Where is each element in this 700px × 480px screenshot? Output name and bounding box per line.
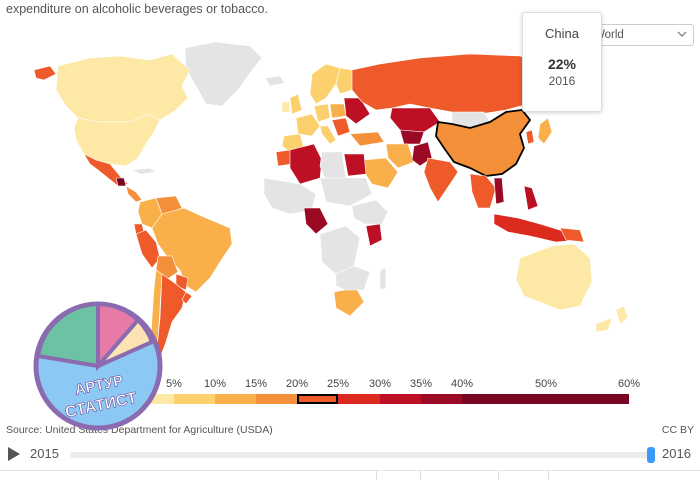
legend-tick-label: 30%: [368, 378, 392, 390]
legend-swatch[interactable]: [256, 394, 297, 404]
legend-tick-label: 15%: [244, 378, 268, 390]
country-iran[interactable]: [385, 143, 415, 169]
country-germany[interactable]: [313, 103, 331, 123]
region-select[interactable]: World: [588, 24, 694, 46]
country-japan[interactable]: [537, 117, 553, 145]
country-italy[interactable]: [319, 125, 337, 145]
legend-swatch[interactable]: [338, 394, 380, 404]
country-brazil[interactable]: [151, 207, 233, 293]
country-scandinavia[interactable]: [309, 63, 341, 105]
watermark-logo: АРТУР СТАТИСТ: [33, 301, 163, 431]
country-new-zealand[interactable]: [615, 305, 629, 325]
country-uk[interactable]: [289, 93, 303, 115]
world-map[interactable]: [0, 18, 700, 378]
country-tooltip: China 22% 2016: [522, 12, 602, 112]
tooltip-year: 2016: [548, 74, 576, 88]
country-turkey[interactable]: [349, 131, 385, 147]
legend-tick-label: 5%: [166, 378, 182, 390]
country-ireland[interactable]: [281, 101, 291, 113]
bottom-tabs-strip: [0, 470, 700, 480]
country-egypt[interactable]: [343, 153, 367, 177]
legend-tick-label: 25%: [326, 378, 350, 390]
country-argentina[interactable]: [155, 273, 187, 359]
timeline-start-year: 2015: [30, 446, 59, 461]
legend-tick-label: 10%: [203, 378, 227, 390]
country-central-america[interactable]: [125, 185, 143, 203]
tooltip-country: China: [545, 26, 579, 41]
legend-tick-label: 35%: [409, 378, 433, 390]
legend-tick-label: 40%: [450, 378, 474, 390]
play-icon[interactable]: [8, 447, 20, 461]
legend-swatch[interactable]: [174, 394, 215, 404]
country-kazakhstan[interactable]: [389, 107, 441, 133]
country-philippines[interactable]: [523, 185, 539, 211]
country-iceland[interactable]: [264, 75, 286, 87]
source-note: Source: United States Department for Agr…: [6, 424, 273, 436]
world-map-svg[interactable]: [0, 18, 700, 378]
legend-swatch[interactable]: [421, 394, 462, 404]
country-france[interactable]: [295, 113, 321, 137]
legend-tick-label: 20%: [285, 378, 309, 390]
country-vietnam[interactable]: [493, 177, 505, 205]
country-southern-africa[interactable]: [335, 265, 371, 291]
country-papua[interactable]: [559, 227, 585, 243]
country-australia[interactable]: [515, 243, 593, 311]
chevron-down-icon: [677, 31, 687, 37]
license-link[interactable]: CC BY: [661, 424, 694, 436]
country-greenland[interactable]: [184, 41, 263, 107]
country-cameroon-nigeria[interactable]: [303, 207, 329, 235]
country-india[interactable]: [423, 157, 459, 203]
country-finland[interactable]: [335, 67, 353, 95]
legend-swatch[interactable]: [380, 394, 421, 404]
legend-swatch[interactable]: [297, 394, 338, 404]
country-new-zealand-south[interactable]: [595, 317, 613, 333]
country-usa[interactable]: [73, 113, 161, 167]
legend-swatch[interactable]: [546, 394, 629, 404]
timeline-slider[interactable]: 2015 2016: [0, 440, 700, 468]
chart-subtitle: expenditure on alcoholic beverages or to…: [6, 2, 268, 16]
country-paraguay[interactable]: [175, 273, 189, 291]
timeline-end-year: 2016: [662, 446, 691, 461]
color-legend[interactable]: 5% 10% 15% 20% 25% 30% 35% 40% 50% 60%: [130, 378, 640, 408]
country-central-asia[interactable]: [399, 129, 425, 145]
country-alaska[interactable]: [33, 65, 57, 81]
country-east-africa[interactable]: [351, 199, 389, 225]
timeline-track[interactable]: [70, 452, 650, 458]
country-china[interactable]: [435, 109, 532, 177]
tooltip-value: 22%: [547, 56, 577, 72]
legend-tick-label: 50%: [534, 378, 558, 390]
legend-swatch[interactable]: [462, 394, 546, 404]
country-kenya[interactable]: [365, 223, 383, 247]
legend-swatch[interactable]: [215, 394, 256, 404]
legend-tick-label: 60%: [617, 378, 641, 390]
country-uruguay[interactable]: [181, 291, 193, 305]
country-indonesia[interactable]: [493, 213, 579, 243]
country-algeria[interactable]: [289, 143, 323, 185]
country-madagascar[interactable]: [379, 267, 387, 291]
country-guatemala[interactable]: [115, 177, 127, 187]
country-russia[interactable]: [351, 53, 553, 115]
country-balkans[interactable]: [331, 117, 351, 137]
country-canada[interactable]: [55, 53, 191, 123]
country-belarus-ukraine[interactable]: [343, 97, 371, 125]
country-south-africa[interactable]: [333, 287, 365, 317]
country-libya[interactable]: [319, 151, 347, 183]
country-west-africa[interactable]: [263, 177, 317, 215]
country-cuba[interactable]: [130, 167, 157, 175]
country-morocco[interactable]: [275, 149, 293, 167]
country-korea[interactable]: [525, 129, 535, 145]
country-poland[interactable]: [329, 103, 347, 119]
country-sahel[interactable]: [319, 177, 373, 207]
country-southeast-asia[interactable]: [469, 173, 497, 209]
country-pakistan[interactable]: [411, 141, 433, 167]
timeline-handle[interactable]: [647, 447, 655, 463]
